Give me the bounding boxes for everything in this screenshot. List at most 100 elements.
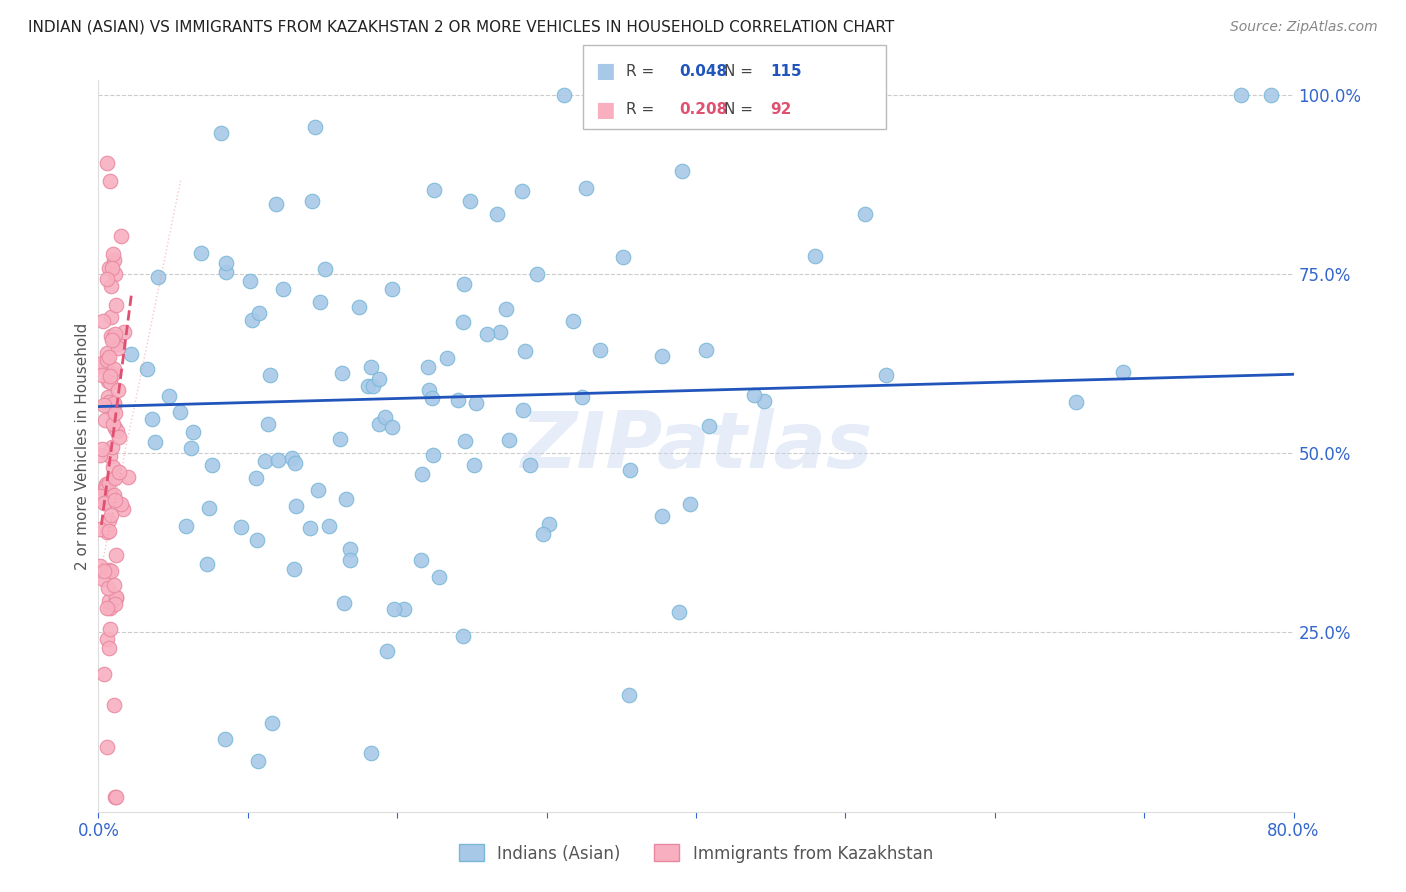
Point — [418, 359, 440, 374]
Point — [101, 459, 124, 474]
Point — [454, 434, 477, 448]
Point — [264, 197, 287, 211]
Point — [104, 597, 127, 611]
Point — [146, 269, 169, 284]
Point — [98, 174, 121, 188]
Point — [201, 458, 224, 473]
Point — [101, 440, 124, 454]
Point — [112, 326, 135, 340]
Point — [498, 433, 520, 447]
Point — [360, 360, 382, 375]
Point — [460, 194, 482, 208]
Point — [651, 509, 673, 524]
Point — [253, 454, 276, 468]
Point — [97, 475, 120, 490]
Point — [104, 492, 127, 507]
Point — [103, 361, 125, 376]
Point — [307, 483, 329, 497]
Point — [91, 442, 114, 456]
Point — [239, 274, 262, 288]
Point — [103, 488, 125, 502]
Point — [619, 463, 641, 477]
Point — [651, 349, 673, 363]
Point — [262, 716, 284, 731]
Point — [100, 333, 122, 347]
Point — [695, 343, 717, 358]
Point — [107, 341, 129, 355]
Point — [104, 548, 127, 562]
Point — [89, 522, 111, 536]
Point — [110, 229, 132, 244]
Y-axis label: 2 or more Vehicles in Household: 2 or more Vehicles in Household — [75, 322, 90, 570]
Point — [519, 458, 541, 473]
Point — [141, 412, 163, 426]
Point — [97, 395, 120, 409]
Point — [100, 329, 122, 343]
Point — [107, 466, 129, 480]
Point — [93, 398, 115, 412]
Point — [107, 430, 129, 444]
Point — [215, 264, 238, 278]
Point — [97, 582, 120, 596]
Text: 92: 92 — [770, 103, 792, 117]
Point — [436, 351, 458, 366]
Point — [257, 417, 280, 431]
Point — [447, 392, 470, 407]
Point — [488, 325, 510, 339]
Point — [368, 372, 391, 386]
Point — [96, 156, 118, 170]
Point — [100, 564, 122, 578]
Point — [515, 344, 537, 359]
Point — [104, 267, 127, 281]
Point — [91, 314, 114, 328]
Point — [98, 601, 121, 615]
Point — [169, 405, 191, 419]
Point — [245, 471, 267, 485]
Point — [475, 326, 498, 341]
Point — [418, 383, 440, 397]
Point — [103, 253, 125, 268]
Point — [240, 313, 263, 327]
Point — [411, 467, 433, 482]
Point — [495, 302, 517, 317]
Point — [110, 497, 132, 511]
Point — [510, 184, 533, 198]
Point — [96, 346, 118, 360]
Point — [93, 496, 115, 510]
Point — [357, 379, 380, 393]
Point — [101, 404, 124, 418]
Point — [752, 394, 775, 409]
Point — [111, 502, 134, 516]
Point — [105, 297, 128, 311]
Text: N =: N = — [724, 103, 758, 117]
Point — [463, 458, 485, 472]
Point — [98, 369, 121, 384]
Point — [96, 353, 118, 368]
Point — [384, 601, 406, 615]
Point — [90, 359, 112, 373]
Point — [246, 754, 269, 768]
Point — [190, 246, 212, 260]
Point — [271, 281, 294, 295]
Text: INDIAN (ASIAN) VS IMMIGRANTS FROM KAZAKHSTAN 2 OR MORE VEHICLES IN HOUSEHOLD COR: INDIAN (ASIAN) VS IMMIGRANTS FROM KAZAKH… — [28, 20, 894, 35]
Point — [333, 596, 356, 610]
Point — [97, 513, 120, 527]
Point — [98, 524, 121, 538]
Point — [104, 421, 127, 435]
Point — [229, 520, 252, 534]
Point — [117, 470, 139, 484]
Point — [697, 418, 720, 433]
Point — [368, 417, 391, 432]
Point — [103, 398, 125, 412]
Point — [98, 375, 121, 389]
Text: ZIPatlas: ZIPatlas — [520, 408, 872, 484]
Point — [103, 396, 125, 410]
Point — [101, 247, 124, 261]
Point — [91, 368, 114, 383]
Point — [485, 207, 508, 221]
Point — [465, 396, 488, 410]
Point — [553, 87, 575, 102]
Point — [107, 337, 129, 351]
Point — [422, 448, 444, 462]
Point — [101, 417, 124, 431]
